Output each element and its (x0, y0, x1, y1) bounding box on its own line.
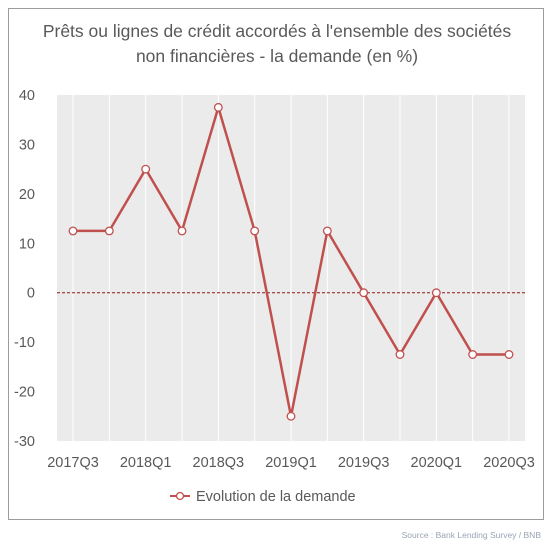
legend-label: Evolution de la demande (196, 489, 356, 505)
data-point (68, 226, 78, 236)
chart-title-line-1: Prêts ou lignes de crédit accordés à l'e… (43, 21, 512, 41)
x-axis-ticks: 2017Q3 2018Q1 2018Q3 2019Q1 2019Q3 2020Q1 2020… (47, 455, 535, 471)
source-note: Source : Bank Lending Survey / BNB (401, 530, 541, 540)
chart-title-line-2: non financières - la demande (en %) (136, 46, 418, 66)
data-point (431, 288, 441, 298)
y-axis-ticks: 40 30 20 10 0 -10 -20 -30 (14, 88, 35, 450)
y-tick-label: -30 (14, 434, 35, 450)
data-point (468, 350, 478, 359)
data-point (250, 226, 260, 236)
x-tick-label: 2019Q1 (265, 455, 317, 471)
legend[interactable]: Evolution de la demande (170, 489, 356, 505)
x-tick-label: 2017Q3 (47, 455, 99, 471)
x-tick-label: 2020Q1 (411, 455, 463, 471)
legend-marker-icon (175, 491, 185, 501)
x-tick-label: 2019Q3 (338, 455, 390, 471)
y-tick-label: 30 (19, 137, 35, 153)
data-point (213, 102, 223, 112)
data-point (395, 350, 405, 359)
data-point (504, 350, 514, 359)
data-point (104, 226, 114, 236)
y-tick-label: 0 (27, 286, 35, 302)
data-point (177, 226, 187, 236)
x-tick-label: 2020Q3 (483, 455, 535, 471)
chart-frame: Prêts ou lignes de crédit accordés à l'e… (8, 8, 544, 520)
y-tick-label: 20 (19, 187, 35, 203)
y-tick-label: 40 (19, 88, 35, 104)
y-tick-label: -10 (14, 335, 35, 351)
data-point (322, 226, 332, 236)
grid-lines (72, 95, 510, 441)
line-chart: Prêts ou lignes de crédit accordés à l'e… (14, 21, 535, 505)
data-point (141, 164, 151, 174)
x-tick-label: 2018Q3 (193, 455, 245, 471)
data-point (286, 411, 296, 421)
series-markers (68, 102, 514, 421)
y-tick-label: 10 (19, 236, 35, 252)
y-tick-label: -20 (14, 385, 35, 401)
x-tick-label: 2018Q1 (120, 455, 172, 471)
data-point (359, 288, 369, 298)
